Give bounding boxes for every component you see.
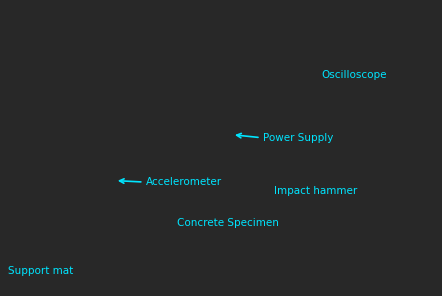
Text: Power Supply: Power Supply <box>263 133 333 143</box>
Text: Concrete Specimen: Concrete Specimen <box>177 218 278 229</box>
Text: Accelerometer: Accelerometer <box>146 177 222 187</box>
Text: Impact hammer: Impact hammer <box>274 186 357 196</box>
Text: Support mat: Support mat <box>8 266 73 276</box>
Text: Oscilloscope: Oscilloscope <box>321 70 387 81</box>
